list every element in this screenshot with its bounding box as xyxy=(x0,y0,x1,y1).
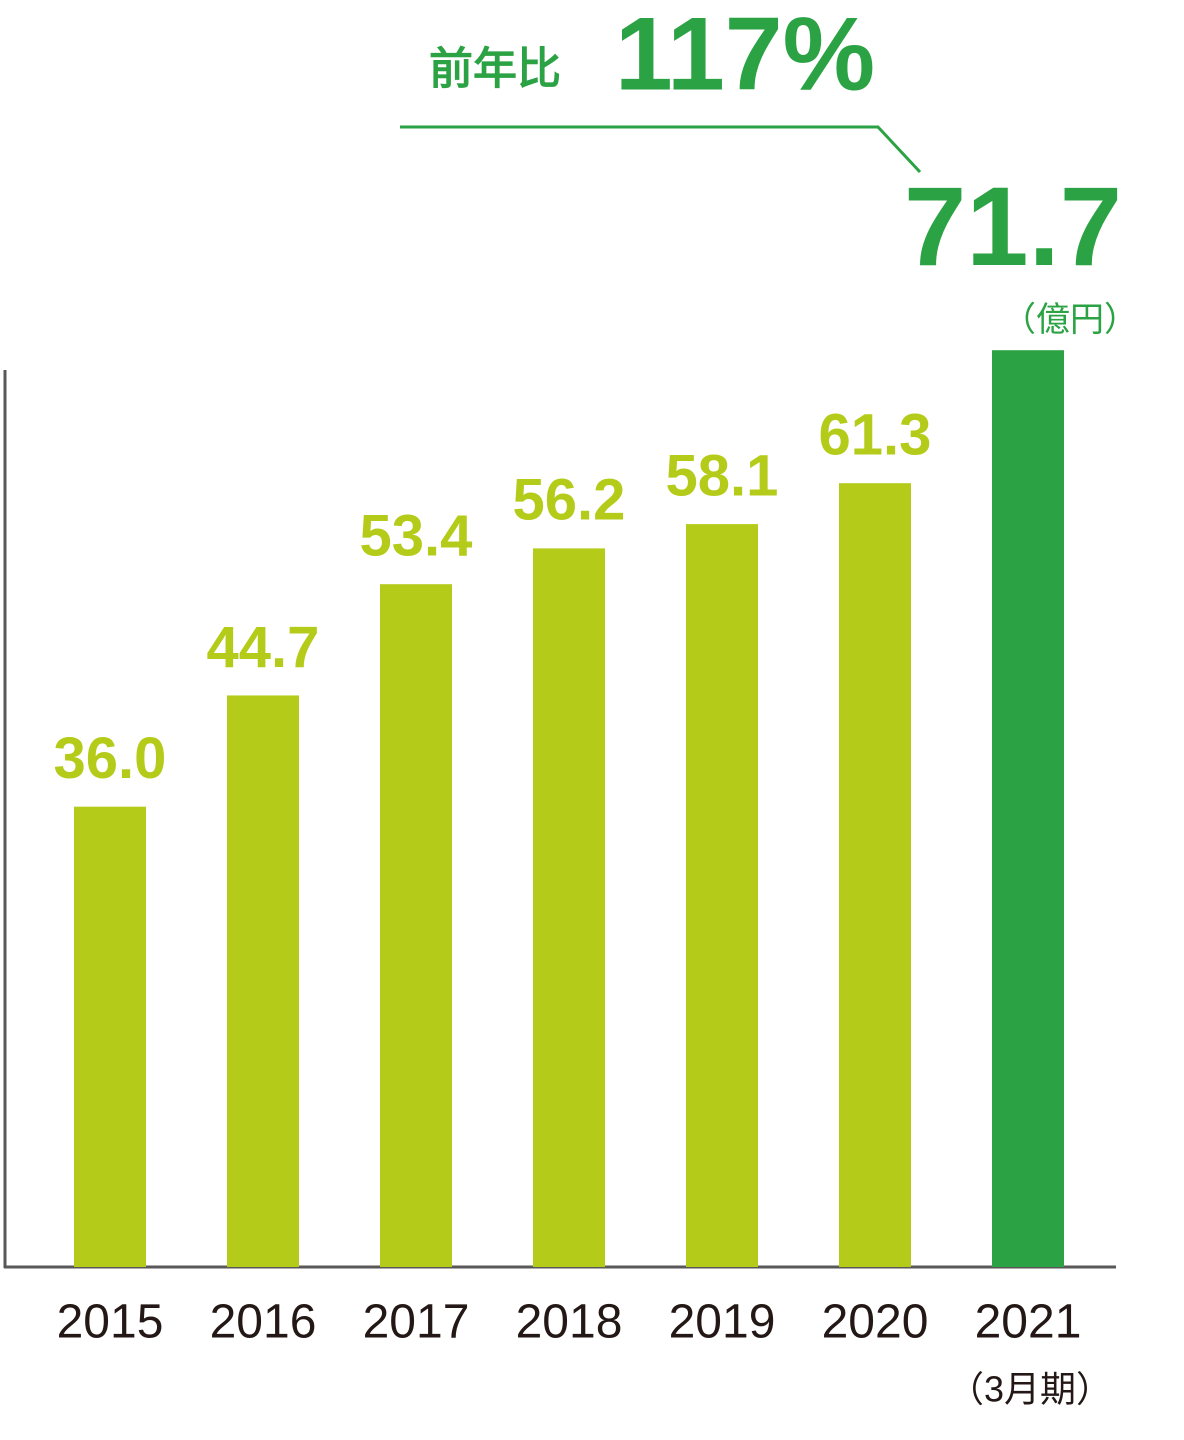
value-label: 61.3 xyxy=(819,403,932,468)
x-tick-label: 2017 xyxy=(363,1296,470,1349)
x-tick-label: 2020 xyxy=(822,1296,929,1349)
highlight-value-label: 71.7 xyxy=(904,164,1122,289)
annotation-value: 117% xyxy=(615,0,875,112)
value-label: 56.2 xyxy=(513,468,626,533)
x-tick-label: 2016 xyxy=(210,1296,317,1349)
category-note: （3月期） xyxy=(948,1369,1112,1410)
annotation-label: 前年比 xyxy=(429,45,561,94)
value-label: 58.1 xyxy=(666,443,779,508)
unit-label: （億円） xyxy=(1002,301,1138,339)
bar xyxy=(380,584,452,1267)
bar xyxy=(74,806,146,1267)
bar xyxy=(227,695,299,1267)
x-tick-label: 2018 xyxy=(516,1296,623,1349)
x-tick-label: 2015 xyxy=(57,1296,164,1349)
bar xyxy=(992,350,1064,1267)
value-label: 53.4 xyxy=(360,504,473,569)
x-tick-label: 2021 xyxy=(975,1296,1082,1349)
bar xyxy=(686,524,758,1267)
value-label: 44.7 xyxy=(207,615,320,680)
value-label: 36.0 xyxy=(54,726,167,791)
bar xyxy=(533,548,605,1267)
x-tick-label: 2019 xyxy=(669,1296,776,1349)
bar xyxy=(839,483,911,1267)
leader-line xyxy=(400,125,922,174)
